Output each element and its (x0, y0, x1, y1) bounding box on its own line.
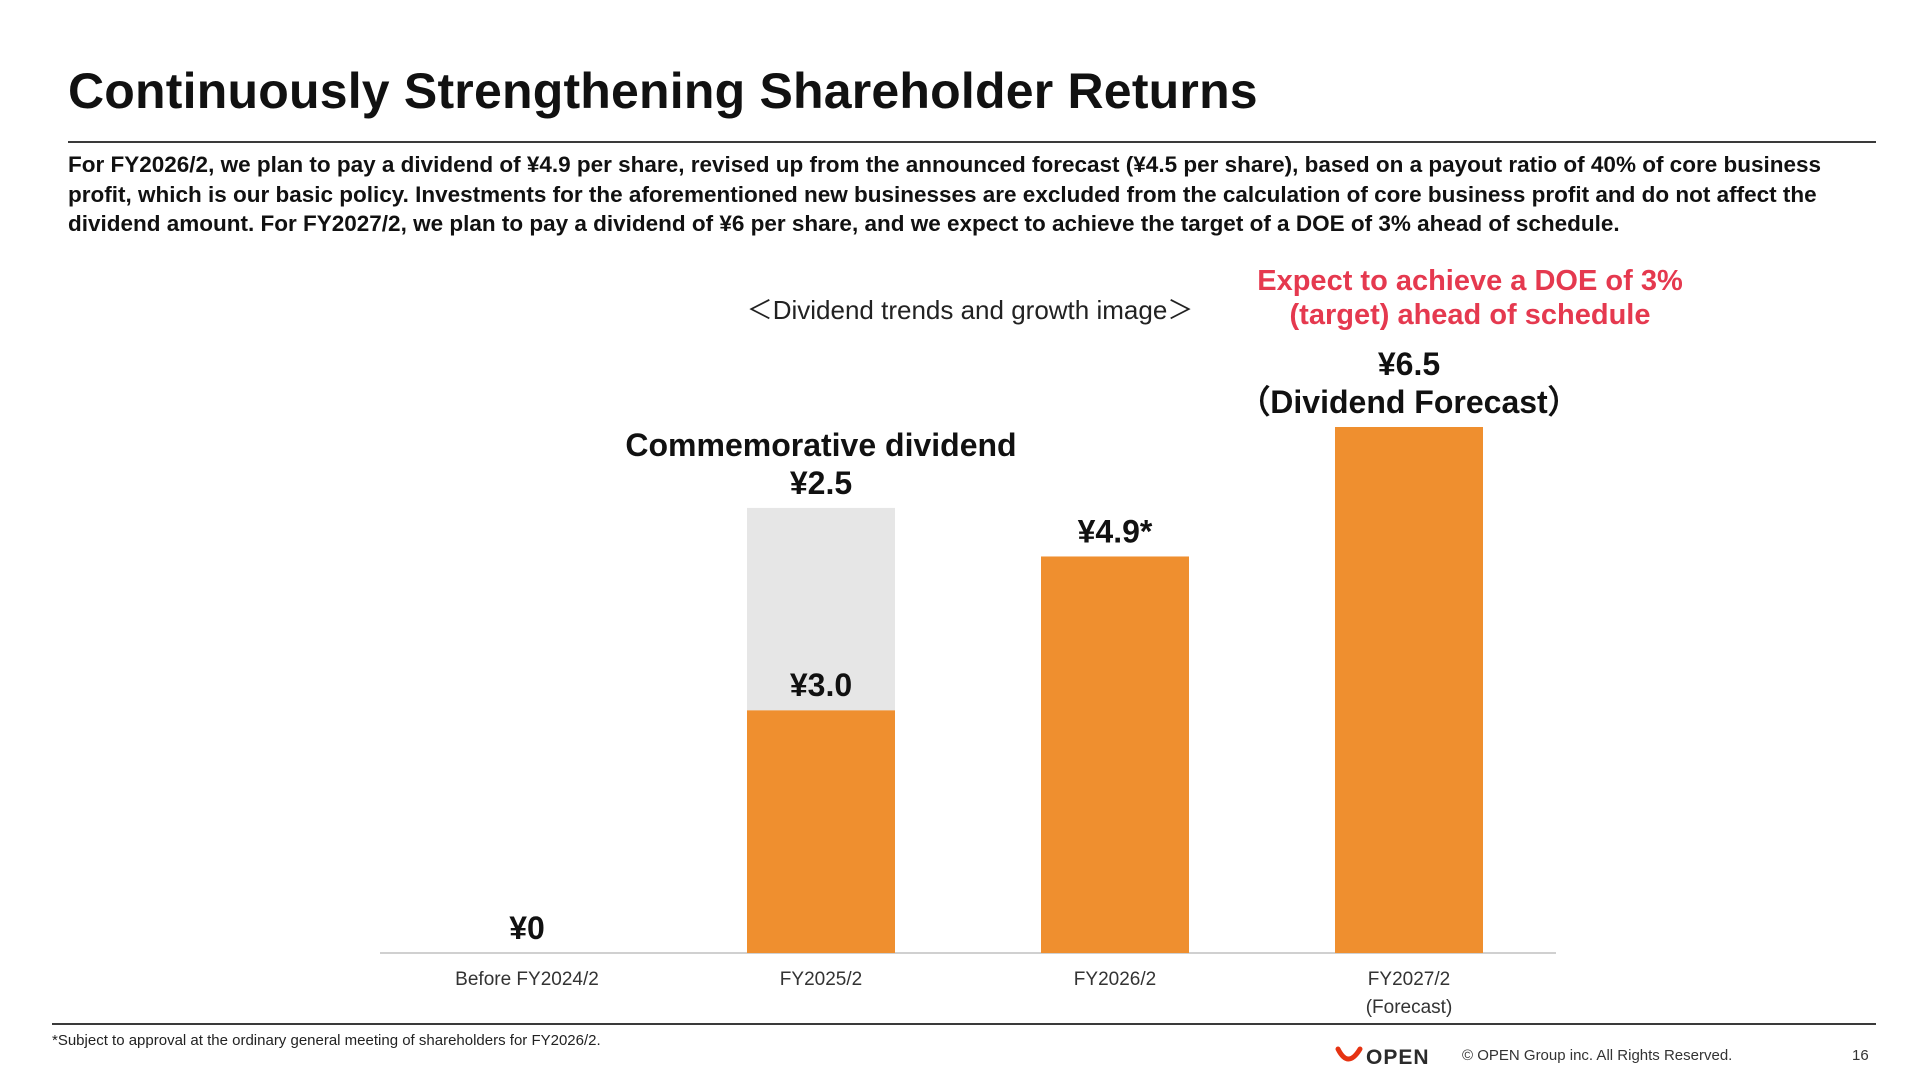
title-divider (68, 141, 1876, 143)
copyright: © OPEN Group inc. All Rights Reserved. (1462, 1047, 1733, 1064)
data-label: ¥4.9* (1078, 513, 1153, 549)
footer-divider (52, 1023, 1876, 1025)
bar-commemorative-1 (747, 507, 895, 711)
data-label: Commemorative dividend (625, 427, 1016, 463)
bar-dividend-1 (747, 710, 895, 953)
doe-note-line-1: Expect to achieve a DOE of 3% (1257, 265, 1683, 297)
footnote: *Subject to approval at the ordinary gen… (52, 1032, 601, 1049)
chart-caption: ＜Dividend trends and growth image＞ (746, 295, 1194, 325)
x-tick-sublabel: (Forecast) (1366, 997, 1453, 1018)
data-label: （Dividend Forecast） (1238, 384, 1579, 420)
lead-paragraph: For FY2026/2, we plan to pay a dividend … (68, 152, 1822, 236)
x-tick-label: FY2025/2 (780, 969, 862, 990)
page-number: 16 (1852, 1047, 1869, 1064)
data-label: ¥3.0 (790, 667, 852, 703)
bar-dividend-2 (1041, 556, 1189, 953)
x-tick-label: FY2026/2 (1074, 969, 1156, 990)
data-label: ¥0 (509, 910, 545, 946)
open-logo-icon: OPEN (1335, 1046, 1430, 1069)
doe-note-line-2: (target) ahead of schedule (1289, 299, 1651, 331)
bar-dividend-3 (1335, 427, 1483, 953)
data-label: ¥6.5 (1378, 346, 1440, 382)
data-label: ¥2.5 (790, 465, 852, 501)
logo-wordmark: OPEN (1366, 1046, 1430, 1069)
doe-target-note: Expect to achieve a DOE of 3% (target) a… (1230, 264, 1710, 332)
x-tick-label: FY2027/2 (1368, 969, 1450, 990)
x-tick-label: Before FY2024/2 (455, 969, 599, 990)
page-title: Continuously Strengthening Shareholder R… (68, 63, 1258, 119)
